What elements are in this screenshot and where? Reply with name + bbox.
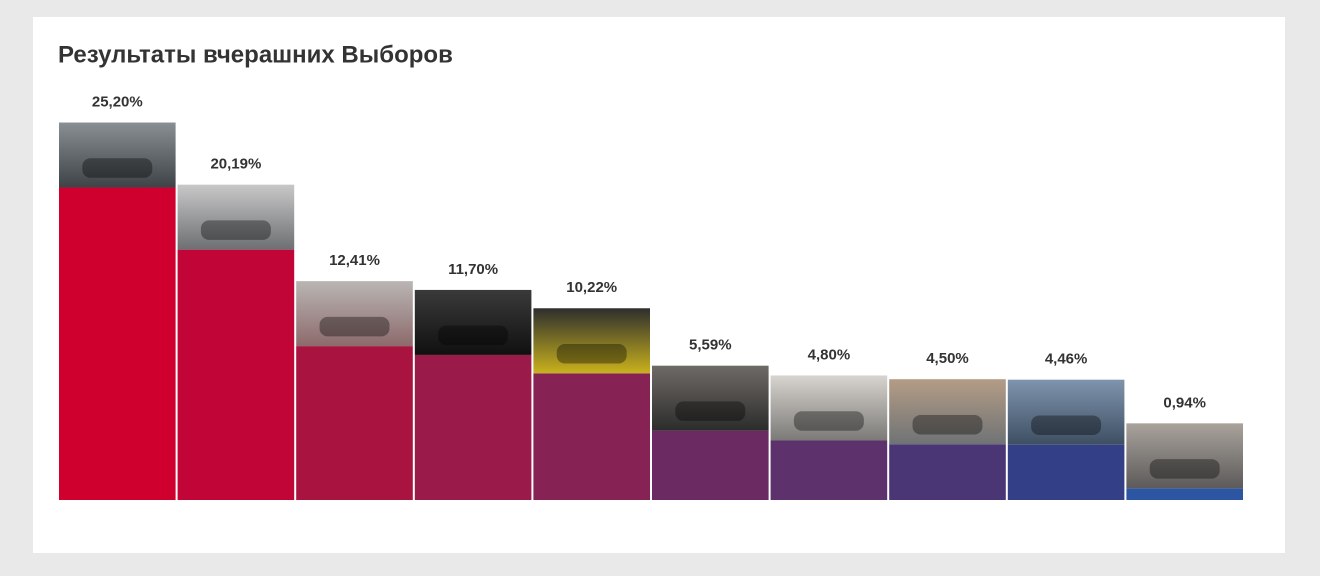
car-photo xyxy=(296,281,413,347)
car-silhouette xyxy=(556,344,627,364)
car-photo xyxy=(177,184,295,250)
value-label: 0,94% xyxy=(1163,394,1206,411)
car-silhouette xyxy=(1031,415,1102,435)
car-photo xyxy=(533,308,650,374)
car-photo xyxy=(1007,379,1125,445)
car-photo xyxy=(1126,423,1243,489)
car-silhouette xyxy=(319,316,390,337)
car-silhouette xyxy=(793,411,864,431)
bar xyxy=(533,373,650,500)
car-silhouette xyxy=(200,220,271,240)
car-photo xyxy=(414,289,532,355)
car-silhouette xyxy=(912,414,983,435)
bar xyxy=(177,249,295,500)
bar xyxy=(59,187,176,500)
value-label: 20,19% xyxy=(210,156,261,173)
bar xyxy=(414,354,532,500)
value-label: 12,41% xyxy=(329,252,380,269)
bar xyxy=(1126,488,1243,500)
bar xyxy=(1007,444,1125,500)
value-label: 4,46% xyxy=(1045,351,1088,368)
value-label: 4,80% xyxy=(808,346,851,363)
car-silhouette xyxy=(1149,459,1220,479)
car-photo xyxy=(770,375,888,441)
car-photo xyxy=(652,365,769,431)
car-silhouette xyxy=(438,325,509,346)
bar xyxy=(889,444,1006,500)
car-silhouette xyxy=(675,401,746,421)
value-label: 10,22% xyxy=(566,279,617,296)
bar xyxy=(296,346,413,500)
car-silhouette xyxy=(82,158,153,178)
bar xyxy=(770,440,888,500)
car-photo xyxy=(59,122,176,188)
bar xyxy=(652,430,769,500)
value-label: 11,70% xyxy=(448,261,498,278)
car-photo xyxy=(889,379,1006,445)
chart-title: Результаты вчерашних Выборов xyxy=(58,41,453,68)
value-label: 25,20% xyxy=(92,93,143,110)
value-label: 5,59% xyxy=(689,337,732,354)
value-label: 4,50% xyxy=(926,350,969,367)
